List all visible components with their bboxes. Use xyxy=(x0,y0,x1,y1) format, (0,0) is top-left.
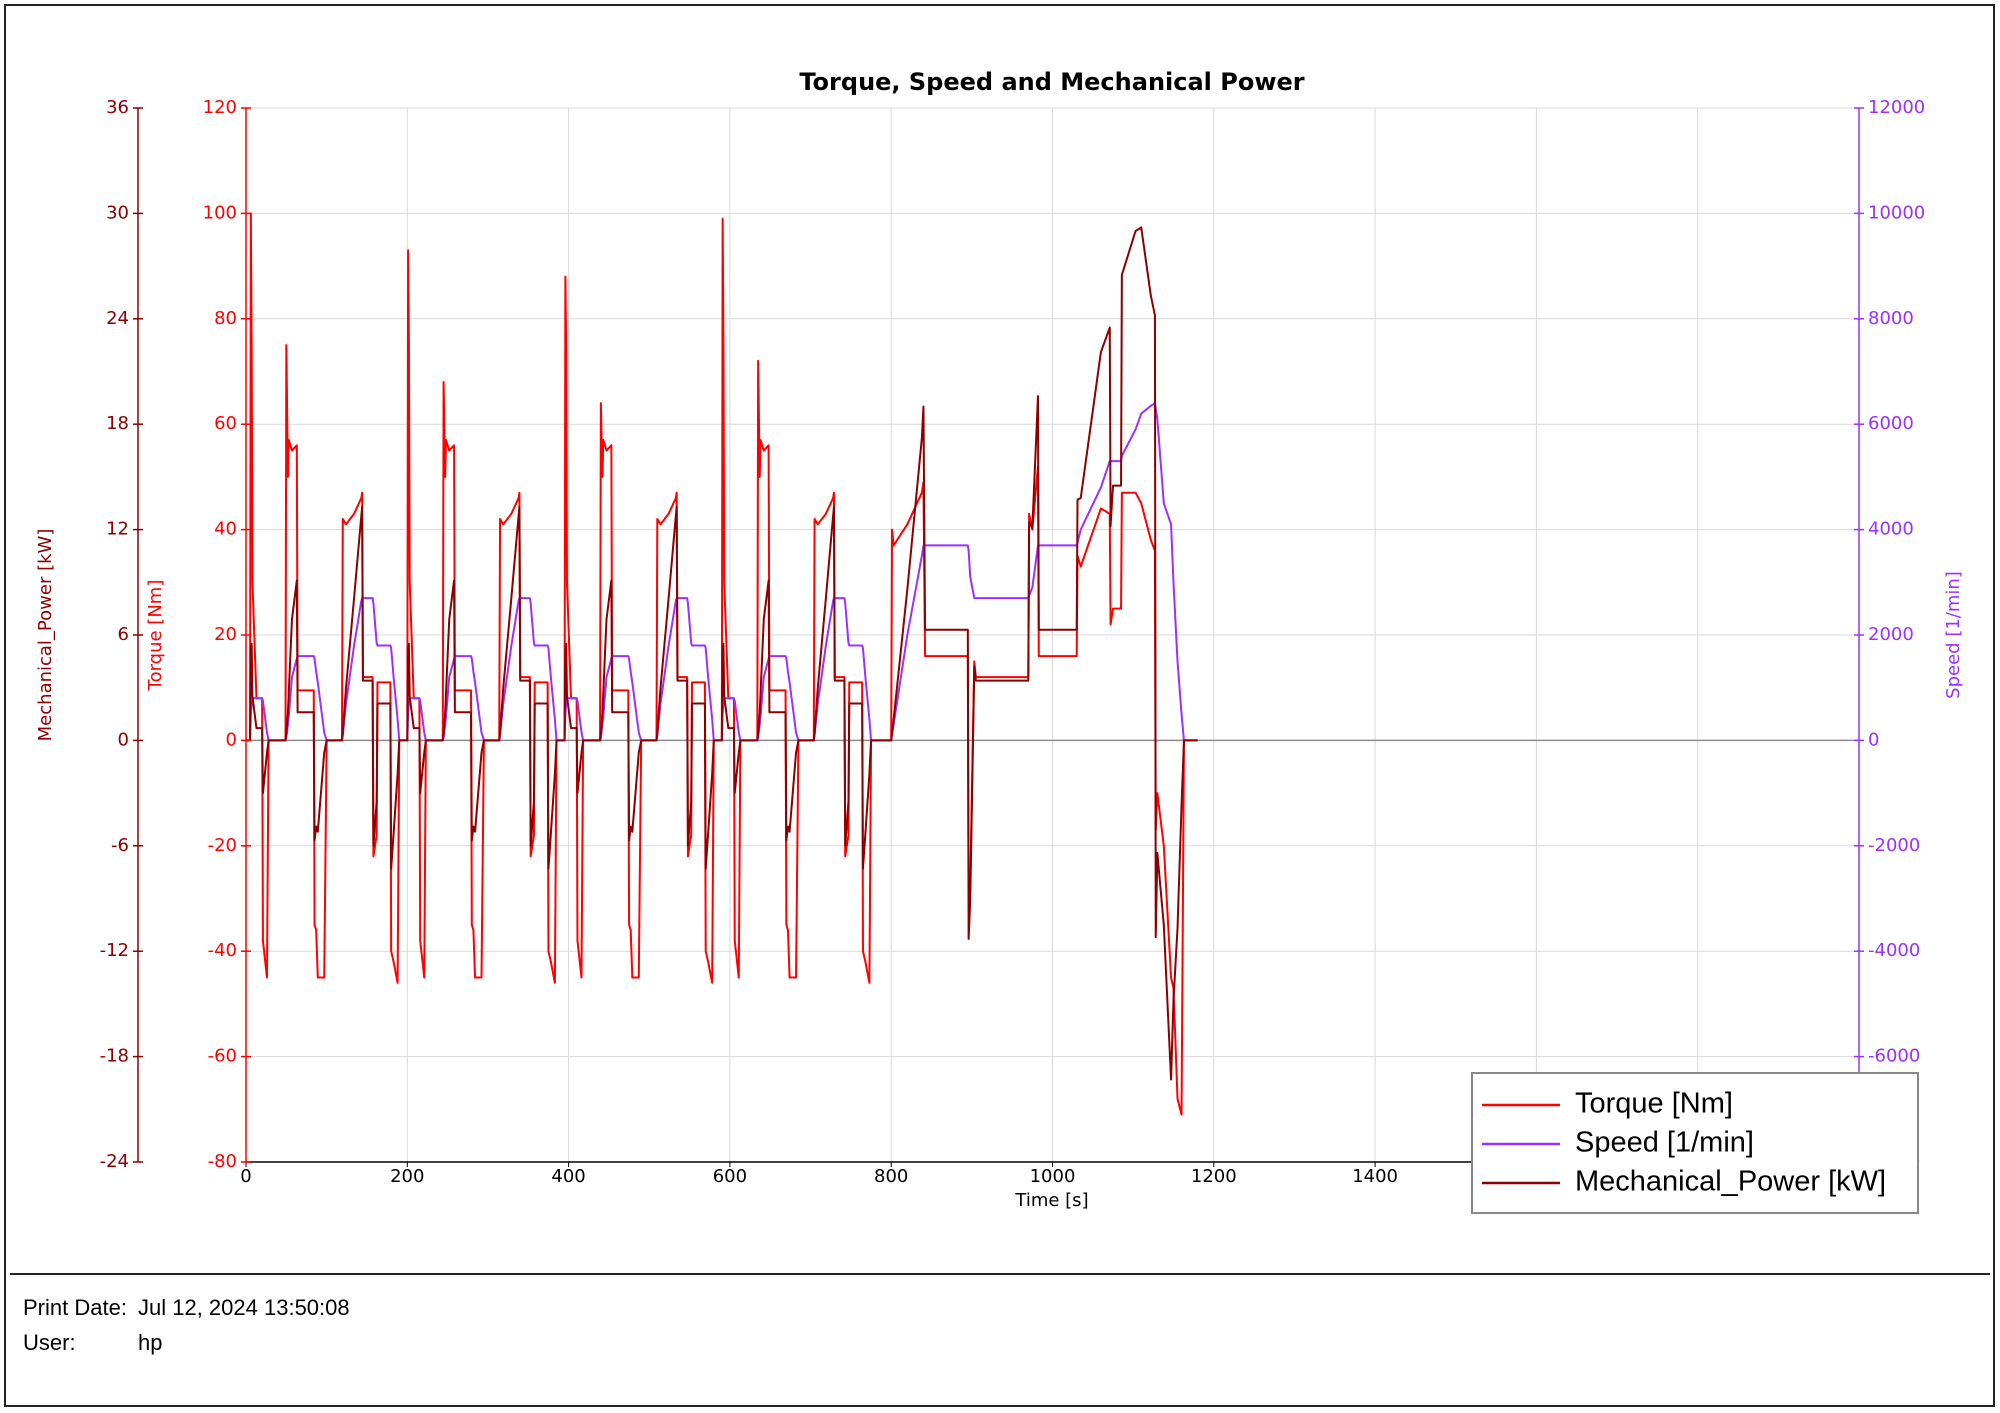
y3-tick-label: 36 xyxy=(106,97,129,118)
x-axis-label: Time [s] xyxy=(1014,1190,1088,1211)
print-date-label: Print Date: xyxy=(23,1295,127,1320)
y-tick-label: 20 xyxy=(214,624,237,645)
y2-tick-label: 4000 xyxy=(1868,519,1914,540)
x-tick-label: 1200 xyxy=(1191,1166,1237,1187)
y3-tick-label: -6 xyxy=(111,835,129,856)
y-axis-label: Torque [Nm] xyxy=(145,580,166,692)
y3-tick-label: 24 xyxy=(106,308,129,329)
y2-axis-label: Speed [1/min] xyxy=(1943,571,1964,699)
y3-tick-label: 30 xyxy=(106,202,129,223)
y3-tick-label: 18 xyxy=(106,413,129,434)
legend: Torque [Nm] Speed [1/min] Mechanical_Power… xyxy=(1471,1072,1919,1214)
user-label: User: xyxy=(23,1330,76,1355)
grid xyxy=(245,107,1860,1163)
x-tick-label: 800 xyxy=(874,1166,908,1187)
y-tick-label: -60 xyxy=(208,1046,237,1067)
x-tick-label: 200 xyxy=(390,1166,424,1187)
y-tick-label: -80 xyxy=(208,1151,237,1172)
x-tick-label: 0 xyxy=(240,1166,251,1187)
y2-tick-label: -4000 xyxy=(1868,940,1920,961)
user: hp xyxy=(138,1330,162,1355)
y2-tick-label: -6000 xyxy=(1868,1046,1920,1067)
x-tick-label: 1000 xyxy=(1030,1166,1076,1187)
y3-tick-label: 0 xyxy=(118,729,129,750)
y-tick-label: 60 xyxy=(214,413,237,434)
print-date: Jul 12, 2024 13:50:08 xyxy=(138,1295,350,1320)
y2-tick-label: -2000 xyxy=(1868,835,1920,856)
y2-tick-label: 6000 xyxy=(1868,413,1914,434)
y-tick-label: 80 xyxy=(214,308,237,329)
y2-tick-label: 10000 xyxy=(1868,202,1925,223)
series-layer xyxy=(246,212,1198,1116)
y-tick-label: -40 xyxy=(208,940,237,961)
y-tick-label: 40 xyxy=(214,519,237,540)
y3-tick-label: 6 xyxy=(118,624,129,645)
x-tick-label: 600 xyxy=(713,1166,747,1187)
y-tick-label: -20 xyxy=(208,835,237,856)
legend-label: Speed [1/min] xyxy=(1575,1127,1754,1159)
y-tick-label: 100 xyxy=(203,202,237,223)
y3-tick-label: -24 xyxy=(100,1151,129,1172)
y-tick-label: 120 xyxy=(203,97,237,118)
legend-label: Torque [Nm] xyxy=(1575,1088,1733,1120)
chart-title: Torque, Speed and Mechanical Power xyxy=(799,68,1304,96)
x-tick-label: 1400 xyxy=(1352,1166,1398,1187)
y2-tick-label: 0 xyxy=(1868,729,1879,750)
legend-label: Mechanical_Power [kW] xyxy=(1575,1166,1886,1198)
series-line xyxy=(246,226,1198,1081)
y2-tick-label: 12000 xyxy=(1868,97,1925,118)
y3-axis-label: Mechanical_Power [kW] xyxy=(35,529,56,742)
y3-tick-label: -12 xyxy=(100,940,129,961)
y3-tick-label: 12 xyxy=(106,519,129,540)
y2-tick-label: 8000 xyxy=(1868,308,1914,329)
y2-tick-label: 2000 xyxy=(1868,624,1914,645)
y3-tick-label: -18 xyxy=(100,1046,129,1067)
x-tick-label: 400 xyxy=(551,1166,585,1187)
y-tick-label: 0 xyxy=(226,729,237,750)
